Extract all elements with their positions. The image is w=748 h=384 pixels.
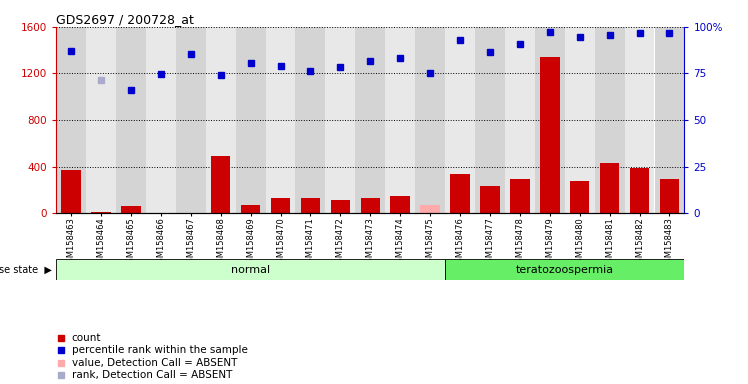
Bar: [295, 27, 325, 213]
Text: GDS2697 / 200728_at: GDS2697 / 200728_at: [56, 13, 194, 26]
Bar: [176, 27, 206, 213]
Bar: [241, 205, 260, 213]
Bar: [146, 27, 176, 213]
Bar: [535, 27, 565, 213]
Bar: [654, 27, 684, 213]
Text: disease state  ▶: disease state ▶: [0, 265, 52, 275]
Bar: [475, 27, 505, 213]
Bar: [266, 27, 295, 213]
Bar: [56, 259, 445, 280]
Bar: [56, 27, 86, 213]
Text: rank, Detection Call = ABSENT: rank, Detection Call = ABSENT: [72, 370, 232, 380]
Bar: [116, 27, 146, 213]
Text: value, Detection Call = ABSENT: value, Detection Call = ABSENT: [72, 358, 237, 368]
Bar: [660, 179, 679, 213]
Bar: [91, 212, 111, 213]
Bar: [505, 27, 535, 213]
Bar: [325, 27, 355, 213]
Bar: [121, 206, 141, 213]
Bar: [630, 168, 649, 213]
Bar: [86, 27, 116, 213]
Bar: [206, 27, 236, 213]
Text: count: count: [72, 333, 101, 343]
Bar: [565, 27, 595, 213]
Bar: [211, 156, 230, 213]
Bar: [385, 27, 415, 213]
Text: teratozoospermia: teratozoospermia: [515, 265, 614, 275]
Bar: [625, 27, 654, 213]
Bar: [361, 198, 380, 213]
Bar: [415, 27, 445, 213]
Bar: [510, 179, 530, 213]
Bar: [301, 198, 320, 213]
Bar: [540, 57, 560, 213]
Bar: [271, 198, 290, 213]
Bar: [445, 27, 475, 213]
Text: normal: normal: [231, 265, 270, 275]
Bar: [420, 205, 440, 213]
Bar: [236, 27, 266, 213]
Bar: [600, 163, 619, 213]
Bar: [595, 27, 625, 213]
Bar: [331, 200, 350, 213]
Bar: [570, 180, 589, 213]
Text: percentile rank within the sample: percentile rank within the sample: [72, 345, 248, 355]
Bar: [445, 259, 684, 280]
Bar: [480, 186, 500, 213]
Bar: [390, 196, 410, 213]
Bar: [355, 27, 385, 213]
Bar: [61, 170, 81, 213]
Bar: [450, 174, 470, 213]
